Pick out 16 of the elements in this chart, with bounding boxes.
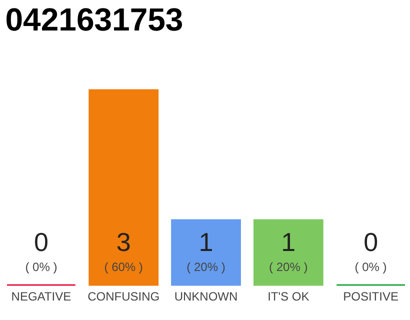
annotation: ( 0% ) bbox=[354, 260, 387, 274]
data-label: 0 bbox=[364, 227, 378, 257]
x-tick-label: IT'S OK bbox=[268, 290, 310, 304]
x-tick-label: POSITIVE bbox=[343, 290, 398, 304]
data-label: 1 bbox=[281, 227, 296, 257]
annotation: ( 60% ) bbox=[104, 260, 143, 274]
x-tick-label: NEGATIVE bbox=[11, 290, 72, 304]
annotation: ( 0% ) bbox=[25, 260, 58, 274]
chart-title: 0421631753 bbox=[5, 1, 184, 38]
data-label: 0 bbox=[34, 227, 48, 257]
data-label: 1 bbox=[198, 227, 214, 257]
x-tick-label: UNKNOWN bbox=[174, 290, 238, 304]
data-label: 3 bbox=[116, 227, 131, 257]
x-tick-label: CONFUSING bbox=[88, 290, 160, 304]
annotation: ( 20% ) bbox=[186, 260, 226, 274]
annotation: ( 20% ) bbox=[269, 260, 308, 274]
